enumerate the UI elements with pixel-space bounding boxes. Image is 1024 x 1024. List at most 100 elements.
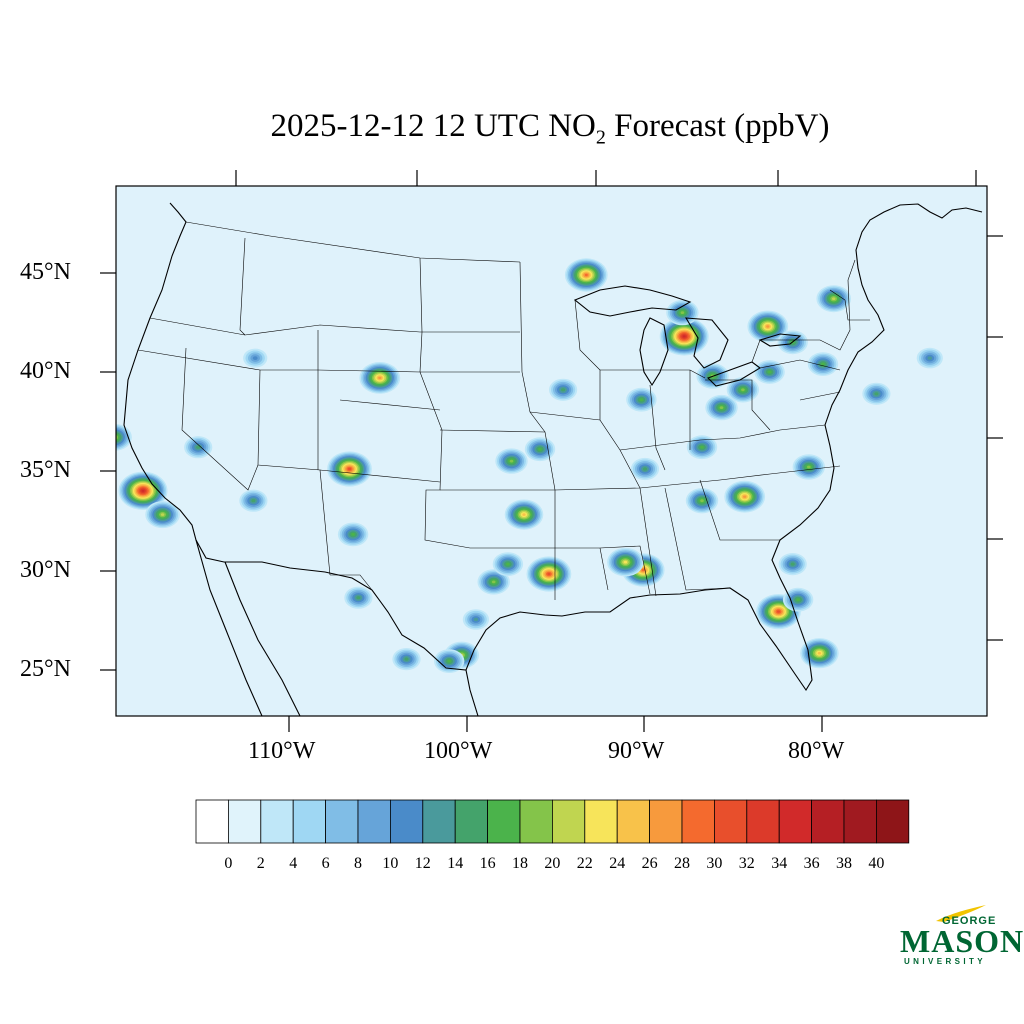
lon-label-90: 90°W (608, 738, 665, 764)
hotspot-orlando (782, 587, 814, 612)
colorbar-tick-label: 34 (771, 855, 788, 872)
hotspot-milwaukee (666, 299, 699, 326)
hotspot-salt-lake (243, 348, 268, 368)
contour-level (54, 209, 86, 234)
colorbar-swatch (681, 799, 715, 844)
hotspot-denver (359, 362, 401, 394)
colorbar-swatch (357, 799, 391, 844)
contour-level (59, 407, 86, 428)
contour-level (160, 513, 165, 516)
contour-level (509, 459, 514, 463)
hotspot-san-diego (145, 501, 180, 529)
logo-flame-icon (936, 905, 986, 922)
contour-level (719, 406, 724, 409)
contour-level (57, 211, 83, 231)
contour-level (767, 370, 772, 374)
contour-level (52, 208, 87, 236)
colorbar-swatch (876, 799, 910, 844)
colorbar-tick-label: 26 (641, 855, 658, 872)
hotspot-birmingham (685, 488, 719, 514)
lake-superior (573, 285, 692, 317)
colorbar-swatch (422, 799, 456, 844)
lat-label-35: 35°N (20, 457, 71, 483)
contour-level (378, 376, 382, 380)
contour-level (65, 412, 78, 422)
contour-level (64, 411, 81, 424)
hotspot-baton-rouge (607, 547, 644, 577)
contour-level (356, 596, 361, 600)
contour-level (643, 467, 647, 471)
hotspot-houston (526, 556, 572, 592)
contour-level (491, 580, 496, 584)
lat-label-45: 45°N (20, 259, 71, 285)
colorbar-tick-label: 28 (674, 855, 690, 872)
hotspot-memphis (630, 457, 660, 481)
colorbar-tick-label: 32 (738, 855, 755, 872)
hotspot-miami (800, 638, 839, 669)
contour-level (141, 489, 145, 492)
logo-university: UNIVERSITY (904, 957, 987, 966)
contour-level (67, 219, 73, 224)
colorbar-swatch (260, 799, 294, 844)
hotspot-san-antonio (477, 569, 510, 595)
colorbar-tick-label: 10 (382, 855, 399, 872)
contour-level (82, 398, 86, 401)
colorbar-swatch (714, 799, 748, 844)
colorbar-tick-label: 30 (706, 855, 723, 872)
colorbar-tick-label: 0 (224, 855, 233, 872)
contour-level (796, 598, 800, 602)
hotspot-fresno (116, 423, 132, 451)
map-frame (115, 185, 988, 717)
lon-label-110: 110°W (248, 738, 316, 764)
contour-level (766, 325, 770, 328)
colorbar-tick-label: 24 (609, 855, 626, 872)
contour-level (70, 416, 73, 419)
hotspot-jacksonville (778, 553, 807, 576)
contour-level (584, 273, 588, 277)
hotspot-sacramento (69, 388, 99, 412)
contour-level (60, 408, 83, 426)
contour-level (75, 392, 94, 407)
contour-level (506, 562, 510, 566)
gmu-logo: GEORGE MASON UNIVERSITY (900, 903, 1023, 969)
contour-level (821, 362, 825, 366)
contour-level (51, 206, 90, 236)
contour-level (832, 297, 836, 301)
contour-level (69, 220, 72, 223)
colorbar-swatch (487, 799, 521, 844)
colorbar-tick-label: 4 (289, 855, 298, 872)
hotspot-sf-bay (54, 403, 91, 432)
lat-label-30: 30°N (20, 557, 71, 583)
state-lines (137, 221, 870, 600)
hotspot-st-louis (626, 387, 657, 412)
frame-ticks (100, 170, 1003, 732)
contour-level (69, 415, 76, 420)
hotspot-minneapolis (564, 258, 608, 292)
hotspot-el-paso (337, 522, 369, 547)
hotspot-kansas-city (549, 378, 578, 401)
contour-level (56, 210, 85, 233)
contour-level (65, 218, 75, 226)
contour-level (60, 214, 79, 229)
contour-level (807, 465, 811, 469)
contour-level (116, 434, 118, 440)
contour-level (538, 447, 542, 451)
contour-level (79, 395, 90, 404)
contour-level (777, 610, 780, 613)
hotspot-austin (492, 552, 524, 576)
logo-mason: MASON (900, 923, 1024, 959)
contour-level (252, 356, 258, 360)
boundaries (123, 202, 983, 716)
contour-level (196, 445, 201, 449)
colorbar (195, 799, 910, 844)
mexico-coast (195, 539, 479, 716)
colorbar-swatch (778, 799, 813, 844)
contour-level (62, 215, 78, 228)
colorbar-swatch (519, 799, 553, 844)
hotspot-columbus (754, 360, 785, 384)
hotspot-charlotte (792, 454, 825, 480)
hotspot-tulsa (524, 437, 556, 462)
contour-level (54, 403, 91, 432)
contour-level (927, 356, 932, 360)
